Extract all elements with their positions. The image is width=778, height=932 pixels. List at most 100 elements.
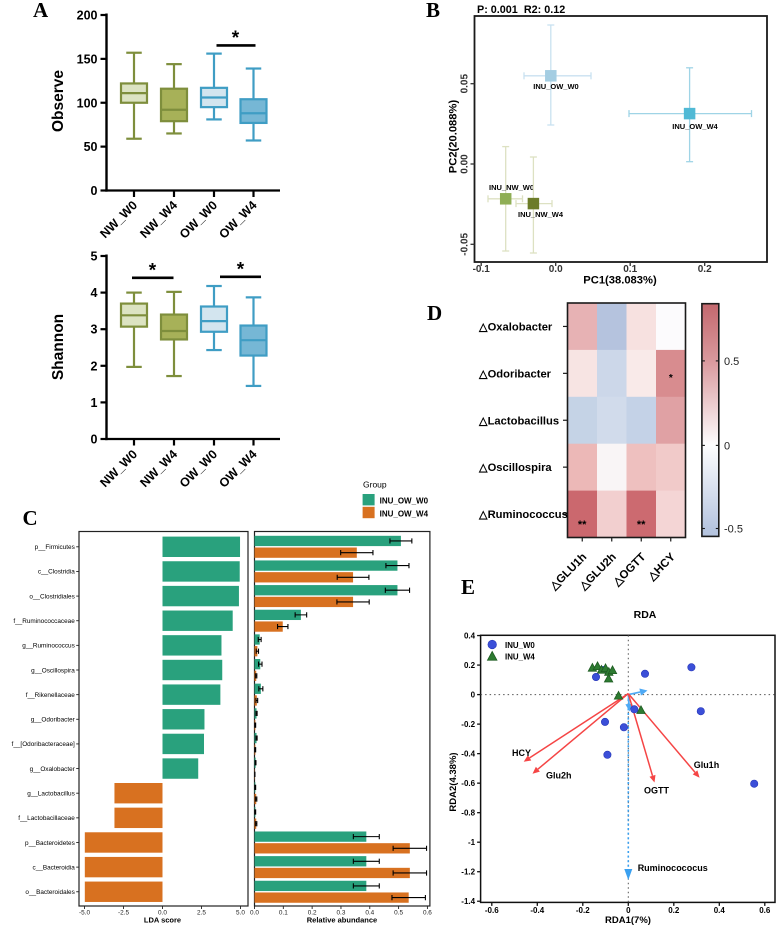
- svg-text:NW_W0: NW_W0: [97, 198, 140, 241]
- svg-text:5: 5: [91, 250, 98, 264]
- svg-text:0.2: 0.2: [464, 661, 476, 670]
- svg-text:OW_W4: OW_W4: [216, 198, 259, 241]
- svg-text:0.5: 0.5: [724, 356, 739, 368]
- svg-text:Glu1h: Glu1h: [694, 760, 720, 770]
- svg-text:0.6: 0.6: [423, 910, 432, 917]
- svg-text:c__Bacteroidia: c__Bacteroidia: [33, 864, 76, 871]
- svg-text:*: *: [669, 373, 673, 384]
- svg-text:o__Bacteroidales: o__Bacteroidales: [25, 889, 74, 896]
- svg-text:p__Bacteroidetes: p__Bacteroidetes: [25, 840, 75, 847]
- svg-text:NW_W0: NW_W0: [97, 447, 140, 490]
- svg-text:f__Lactobacillaceae: f__Lactobacillaceae: [18, 815, 75, 822]
- svg-text:RDA1(7%): RDA1(7%): [605, 915, 651, 926]
- svg-text:Shannon: Shannon: [50, 314, 67, 380]
- svg-text:f__Rikenellaceae: f__Rikenellaceae: [26, 692, 75, 699]
- svg-text:△Lactobacillus: △Lactobacillus: [478, 415, 559, 427]
- svg-text:-0.6: -0.6: [461, 779, 475, 788]
- svg-text:-0.4: -0.4: [530, 906, 544, 915]
- svg-text:*: *: [237, 260, 245, 281]
- svg-text:**: **: [578, 519, 587, 531]
- svg-text:0: 0: [724, 440, 730, 452]
- svg-text:0: 0: [626, 906, 631, 915]
- svg-text:OGTT: OGTT: [644, 786, 669, 796]
- svg-text:0.6: 0.6: [759, 906, 771, 915]
- svg-text:-0.8: -0.8: [461, 808, 475, 817]
- svg-text:Observe: Observe: [50, 70, 67, 132]
- svg-text:g__Oxalobacter: g__Oxalobacter: [30, 766, 76, 773]
- svg-text:0.4: 0.4: [464, 631, 476, 640]
- svg-text:Glu2h: Glu2h: [546, 771, 572, 781]
- svg-text:0.0: 0.0: [250, 910, 259, 917]
- svg-text:PC1(38.083%): PC1(38.083%): [583, 275, 657, 287]
- svg-text:0.05: 0.05: [460, 74, 471, 94]
- svg-text:-0.2: -0.2: [461, 720, 475, 729]
- svg-text:0.0: 0.0: [549, 264, 563, 275]
- svg-text:-0.5: -0.5: [724, 524, 743, 536]
- svg-text:INU_NW_W0: INU_NW_W0: [489, 183, 534, 192]
- svg-text:c__Clostridia: c__Clostridia: [38, 569, 75, 576]
- svg-text:INU_OW_W4: INU_OW_W4: [672, 122, 718, 131]
- svg-text:△Ruminococcus: △Ruminococcus: [478, 509, 568, 521]
- svg-text:LDA score: LDA score: [144, 916, 181, 925]
- svg-text:RDA2(4.38%): RDA2(4.38%): [448, 752, 459, 811]
- svg-text:4: 4: [91, 286, 98, 300]
- svg-text:-1: -1: [468, 838, 476, 847]
- svg-text:0.1: 0.1: [623, 264, 637, 275]
- svg-text:OW_W0: OW_W0: [177, 447, 220, 490]
- svg-text:C: C: [23, 506, 38, 530]
- svg-text:PC2(20.088%): PC2(20.088%): [448, 100, 460, 174]
- svg-text:Group: Group: [363, 480, 387, 490]
- svg-text:0.5: 0.5: [394, 910, 403, 917]
- svg-text:2.5: 2.5: [197, 910, 206, 917]
- svg-text:D: D: [427, 301, 442, 325]
- svg-text:INU_OW_W0: INU_OW_W0: [533, 82, 578, 91]
- svg-text:*: *: [149, 261, 157, 282]
- svg-text:200: 200: [77, 9, 98, 23]
- svg-text:RDA: RDA: [634, 609, 657, 621]
- svg-text:g__Odoribacter: g__Odoribacter: [31, 717, 76, 724]
- svg-text:△Oscillospira: △Oscillospira: [478, 462, 552, 474]
- svg-text:150: 150: [77, 52, 98, 66]
- svg-text:HCY: HCY: [512, 748, 531, 758]
- svg-text:-0.1: -0.1: [473, 264, 491, 275]
- svg-text:p__Firmicutes: p__Firmicutes: [35, 544, 75, 551]
- svg-text:OW_W0: OW_W0: [177, 198, 220, 241]
- svg-text:*: *: [232, 28, 240, 49]
- svg-text:f__Ruminococcaceae: f__Ruminococcaceae: [13, 618, 75, 625]
- svg-text:0.2: 0.2: [698, 264, 712, 275]
- svg-text:0.00: 0.00: [460, 154, 471, 174]
- svg-text:5.0: 5.0: [236, 910, 245, 917]
- svg-text:NW_W4: NW_W4: [137, 198, 180, 241]
- svg-text:-2.5: -2.5: [118, 910, 129, 917]
- svg-text:Ruminocococus: Ruminocococus: [638, 863, 708, 873]
- svg-text:2: 2: [91, 359, 98, 373]
- svg-text:NW_W4: NW_W4: [137, 447, 180, 490]
- svg-text:50: 50: [84, 140, 98, 154]
- svg-text:0.2: 0.2: [668, 906, 680, 915]
- svg-text:0.1: 0.1: [279, 910, 288, 917]
- svg-text:-0.4: -0.4: [461, 749, 475, 758]
- svg-text:0.4: 0.4: [714, 906, 726, 915]
- svg-text:△HCY: △HCY: [645, 551, 678, 584]
- svg-text:A: A: [33, 0, 49, 22]
- svg-text:INU_W0: INU_W0: [505, 641, 535, 650]
- svg-text:1: 1: [91, 396, 98, 410]
- svg-text:0: 0: [91, 433, 98, 447]
- svg-text:INU_OW_W4: INU_OW_W4: [380, 510, 429, 519]
- svg-text:o__Clostridiales: o__Clostridiales: [29, 593, 74, 600]
- svg-text:0: 0: [471, 690, 476, 699]
- svg-text:INU_NW_W4: INU_NW_W4: [518, 210, 564, 219]
- svg-text:INU_OW_W0: INU_OW_W0: [380, 497, 429, 506]
- svg-text:-0.2: -0.2: [576, 906, 590, 915]
- svg-text:f__[Odoribacteraceae]: f__[Odoribacteraceae]: [12, 741, 75, 748]
- svg-text:-5.0: -5.0: [79, 910, 90, 917]
- svg-text:g__Oscillospira: g__Oscillospira: [31, 667, 75, 674]
- svg-text:-1.2: -1.2: [461, 868, 475, 877]
- svg-text:-0.6: -0.6: [485, 906, 499, 915]
- svg-text:0: 0: [91, 184, 98, 198]
- svg-text:g__Ruminococcus: g__Ruminococcus: [22, 643, 75, 650]
- svg-text:OW_W4: OW_W4: [216, 447, 259, 490]
- svg-text:**: **: [637, 519, 646, 531]
- svg-text:-0.05: -0.05: [460, 232, 471, 255]
- svg-text:100: 100: [77, 96, 98, 110]
